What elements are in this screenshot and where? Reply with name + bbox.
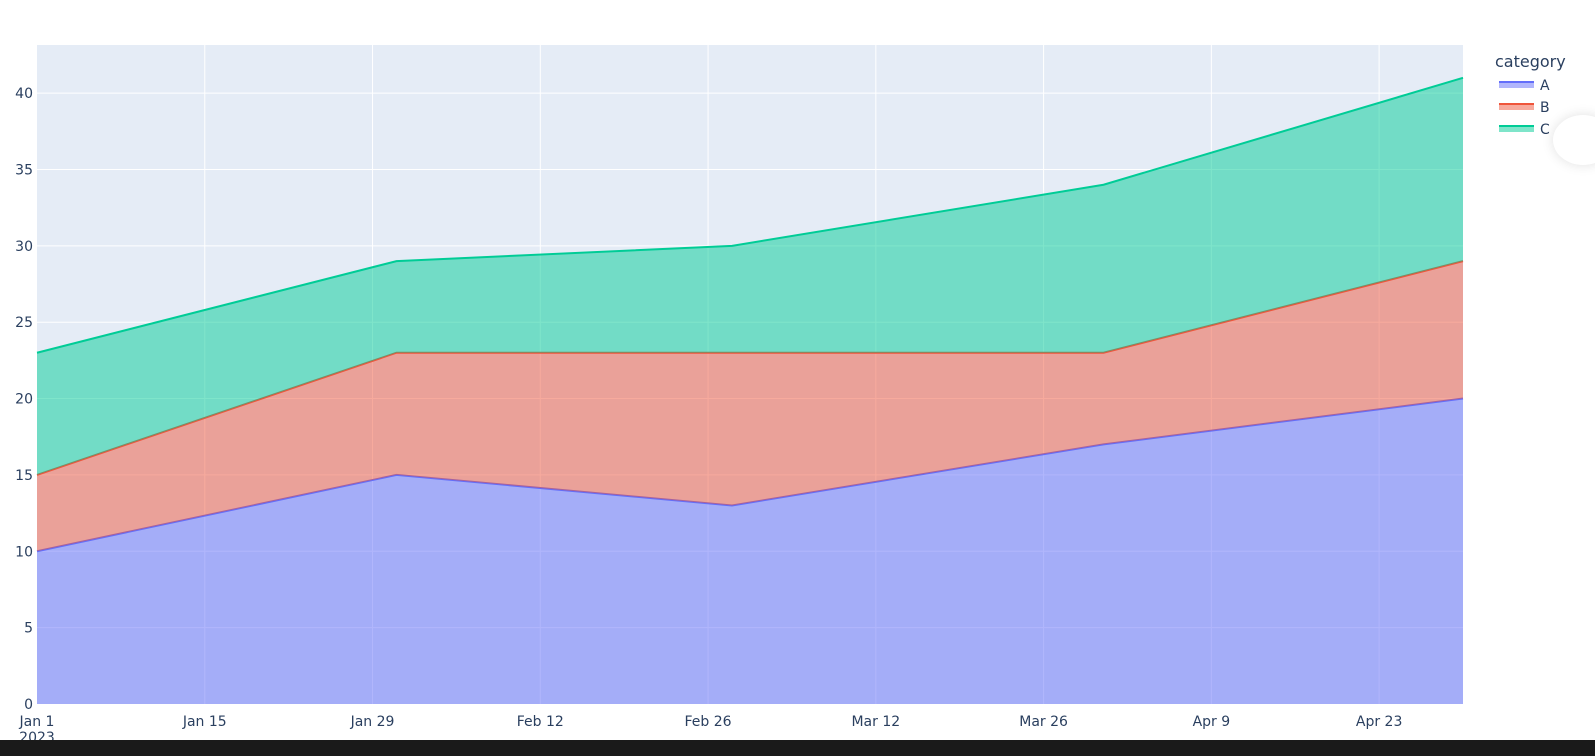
y-axis: 0 5 10 15 20 25 30 35 40 — [15, 86, 33, 713]
x-tick-label: Feb 26 — [685, 714, 732, 730]
y-tick-label: 40 — [15, 86, 33, 102]
y-tick-label: 20 — [15, 392, 33, 408]
x-tick-label: Apr 23 — [1356, 714, 1402, 730]
y-tick-label: 25 — [15, 315, 33, 331]
area-fill-c — [37, 77, 1463, 475]
window-bottom-edge — [0, 740, 1595, 756]
y-tick-label: 30 — [15, 239, 33, 255]
legend[interactable]: category ABC — [1495, 52, 1566, 138]
x-tick-label: Jan 15 — [182, 714, 227, 730]
legend-item-b[interactable]: B — [1499, 100, 1550, 116]
legend-label: B — [1540, 100, 1550, 116]
y-tick-label: 15 — [15, 468, 33, 484]
x-tick-label: Feb 12 — [517, 714, 564, 730]
series-line-c — [36, 76, 1464, 354]
x-tick-label: Jan 29 — [350, 714, 395, 730]
y-tick-label: 10 — [15, 544, 33, 560]
x-tick-label: Mar 12 — [851, 714, 900, 730]
legend-swatch-fill — [1499, 126, 1534, 132]
x-tick-label: Mar 26 — [1019, 714, 1068, 730]
legend-item-a[interactable]: A — [1499, 78, 1550, 94]
y-tick-label: 35 — [15, 162, 33, 178]
legend-label: A — [1540, 78, 1550, 94]
area-series — [36, 76, 1464, 704]
area-fill-a — [37, 398, 1463, 704]
legend-label: C — [1540, 122, 1550, 138]
y-tick-label: 0 — [24, 697, 33, 713]
area-fill-b — [37, 261, 1463, 552]
floating-button[interactable] — [1553, 115, 1595, 165]
y-tick-label: 5 — [24, 621, 33, 637]
legend-item-c[interactable]: C — [1499, 122, 1550, 138]
legend-swatch-fill — [1499, 104, 1534, 110]
x-tick-label: Jan 1 — [19, 714, 55, 730]
x-tick-label: Apr 9 — [1193, 714, 1231, 730]
legend-swatch-fill — [1499, 82, 1534, 88]
legend-title: category — [1495, 52, 1566, 71]
